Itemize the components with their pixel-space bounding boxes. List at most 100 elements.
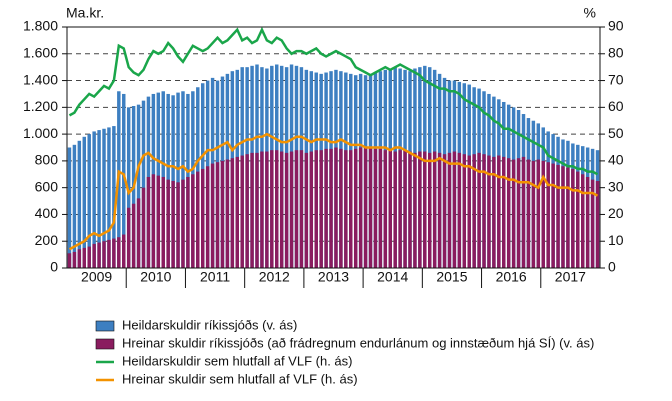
bar xyxy=(161,176,165,268)
bar xyxy=(492,156,496,268)
bar xyxy=(502,156,506,268)
bar xyxy=(556,164,560,268)
bar xyxy=(67,253,72,268)
bar xyxy=(265,151,269,268)
x-group-label: 2016 xyxy=(496,269,527,285)
y2-tick-label: 0 xyxy=(608,259,616,275)
bar xyxy=(82,136,87,268)
bar xyxy=(551,163,555,268)
bar xyxy=(363,147,368,268)
x-group-label: 2017 xyxy=(555,269,586,285)
y2-tick-label: 20 xyxy=(608,205,624,221)
y-tick-label: 1.000 xyxy=(23,125,58,141)
bar xyxy=(595,180,600,268)
bar xyxy=(423,151,427,268)
bar xyxy=(388,150,392,268)
bar xyxy=(299,150,304,268)
line xyxy=(68,26,599,176)
bar xyxy=(245,154,249,268)
bar xyxy=(255,152,259,268)
bar xyxy=(546,162,550,268)
bar xyxy=(413,152,417,268)
bar xyxy=(383,150,388,268)
bar xyxy=(418,151,422,268)
bar xyxy=(334,147,338,268)
bar xyxy=(87,246,91,268)
bar xyxy=(260,151,264,268)
bar xyxy=(92,131,96,268)
y2-tick-label: 80 xyxy=(608,44,624,60)
bar xyxy=(398,150,402,268)
bar xyxy=(349,150,353,268)
bar xyxy=(447,152,452,268)
bar xyxy=(531,160,536,268)
legend-label: Hreinar skuldir ríkissjóðs (að frádregnu… xyxy=(122,335,594,350)
bar xyxy=(482,154,486,268)
bar xyxy=(487,155,491,268)
bar xyxy=(126,207,131,268)
y-tick-label: 800 xyxy=(35,152,59,168)
bar xyxy=(240,155,244,268)
y-tick-label: 400 xyxy=(35,205,59,221)
bar xyxy=(368,147,373,268)
bar xyxy=(250,152,254,268)
bar xyxy=(344,150,348,268)
bar xyxy=(122,93,126,268)
x-group-label: 2009 xyxy=(81,269,112,285)
legend-label: Hreinar skuldir sem hlutfall af VLF (h. … xyxy=(122,371,358,386)
bar xyxy=(437,152,442,268)
y-tick-label: 1.600 xyxy=(23,44,58,60)
bar xyxy=(131,203,136,268)
bar xyxy=(324,148,328,268)
bar xyxy=(126,107,131,268)
legend-swatch xyxy=(95,320,115,332)
bar xyxy=(166,179,170,268)
bar xyxy=(97,242,101,268)
bar xyxy=(176,182,180,268)
y2-tick-label: 70 xyxy=(608,71,624,87)
plot-frame xyxy=(66,26,601,269)
bar xyxy=(304,152,309,268)
y2-tick-label: 90 xyxy=(608,18,624,34)
x-group-label: 2014 xyxy=(377,269,408,285)
bar xyxy=(112,238,116,268)
x-group-label: 2015 xyxy=(436,269,467,285)
bar xyxy=(536,159,541,268)
bar xyxy=(309,151,314,268)
bar xyxy=(279,151,284,268)
bar xyxy=(506,158,511,268)
y-axis-label: Ma.kr. xyxy=(66,5,104,21)
bar xyxy=(393,151,397,268)
bar xyxy=(171,180,175,268)
bar xyxy=(87,134,91,268)
bar xyxy=(339,148,343,268)
bar xyxy=(457,152,462,268)
bar xyxy=(136,104,141,269)
bar xyxy=(511,159,516,268)
bar xyxy=(67,147,72,268)
y-tick-label: 1.400 xyxy=(23,71,58,87)
legend-label: Heildarskuldir sem hlutfall af VLF (h. á… xyxy=(122,353,352,368)
y2-tick-label: 10 xyxy=(608,232,624,248)
bar xyxy=(141,100,146,268)
bar xyxy=(270,150,274,268)
bar xyxy=(146,176,151,268)
bar xyxy=(428,152,432,268)
bar xyxy=(580,174,585,268)
bar xyxy=(141,187,146,268)
y2-tick-label: 40 xyxy=(608,152,624,168)
bar xyxy=(452,151,457,268)
bar xyxy=(378,148,383,268)
bar xyxy=(442,154,447,268)
bar xyxy=(196,171,200,268)
bar xyxy=(329,148,333,268)
bar xyxy=(284,152,289,268)
bar xyxy=(561,166,565,268)
bar xyxy=(526,159,531,268)
bar xyxy=(92,243,96,268)
bar xyxy=(220,160,225,268)
y-tick-label: 1.200 xyxy=(23,98,58,114)
bar xyxy=(319,150,323,268)
legend-swatch xyxy=(95,338,115,350)
bar xyxy=(117,237,121,268)
